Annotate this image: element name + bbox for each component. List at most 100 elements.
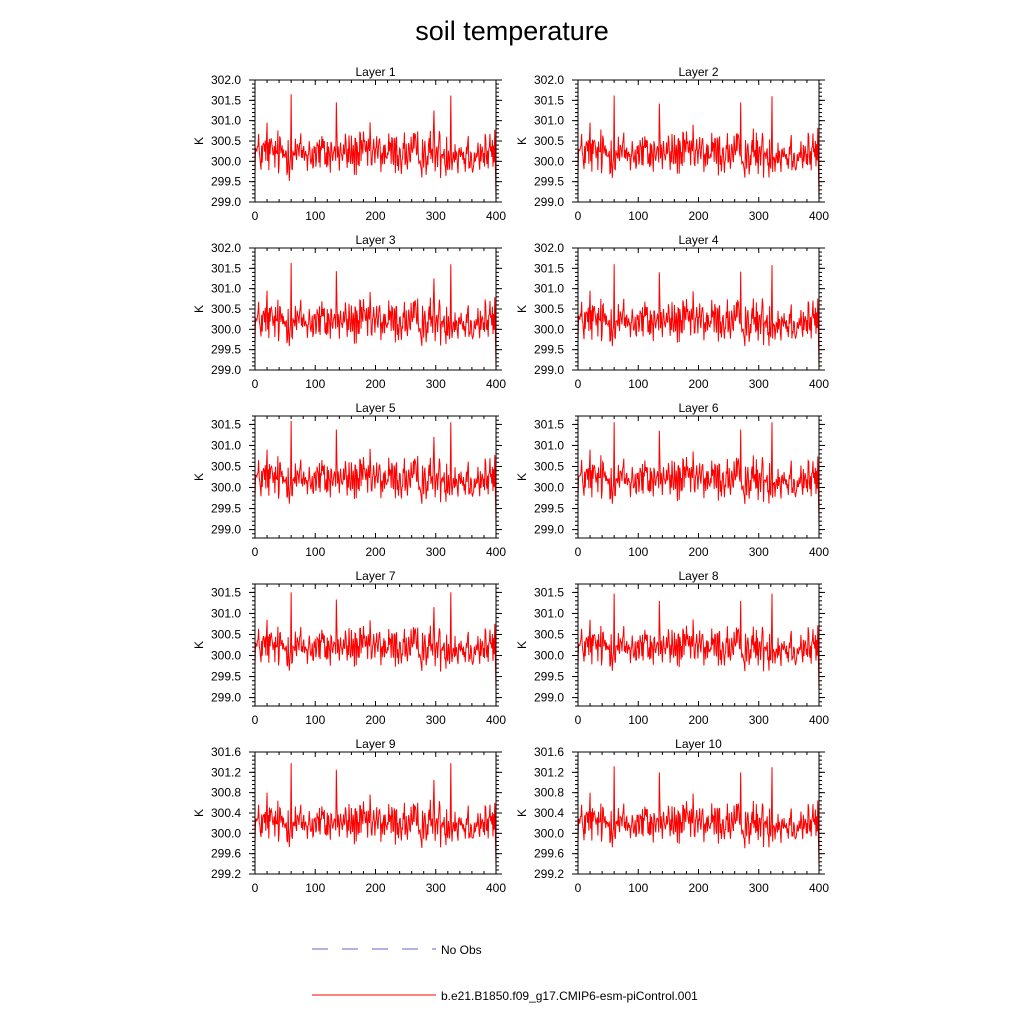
y-tick-label: 301.5 (211, 93, 241, 107)
y-tick-label: 301.5 (534, 585, 564, 599)
y-tick-label: 301.0 (534, 114, 564, 128)
x-tick-label: 400 (486, 545, 506, 559)
panel-7: Layer 7 K 0 100 200 300 400 301.5 301.0 300.5 300.… (192, 569, 506, 727)
y-tick-label: 300.0 (534, 826, 564, 840)
legend-label: No Obs (441, 943, 482, 957)
x-tick-label: 400 (809, 713, 829, 727)
x-tick-label: 300 (426, 545, 446, 559)
x-tick-label: 100 (305, 209, 325, 223)
y-tick-label: 301.0 (534, 606, 564, 620)
panel-4: Layer 4 K 0 100 200 300 400 302.0 301.5 301.0 300.… (515, 233, 829, 391)
x-tick-label: 0 (252, 713, 259, 727)
panel-title: Layer 6 (678, 401, 718, 415)
panel-9: Layer 9 K 0 100 200 300 400 301.6 301.2 300.8 300.… (192, 737, 506, 895)
chart-title: soil temperature (415, 16, 609, 46)
series-line (577, 264, 820, 368)
y-tick-label: 300.4 (211, 806, 241, 820)
y-tick-label: 299.5 (534, 343, 564, 357)
series-line (577, 766, 820, 867)
y-tick-label: 301.2 (211, 765, 241, 779)
y-tick-label: 300.0 (211, 826, 241, 840)
x-tick-label: 0 (575, 377, 582, 391)
y-axis-label: K (192, 641, 206, 649)
panel-6: Layer 6 K 0 100 200 300 400 301.5 301.0 300.5 300.… (515, 401, 829, 559)
x-tick-label: 400 (486, 881, 506, 895)
y-tick-label: 299.0 (211, 195, 241, 209)
y-tick-label: 301.0 (211, 438, 241, 452)
series-line (577, 95, 820, 200)
y-tick-label: 301.5 (211, 261, 241, 275)
y-tick-label: 301.0 (534, 438, 564, 452)
x-tick-label: 300 (749, 881, 769, 895)
y-tick-label: 302.0 (211, 241, 241, 255)
panel-title: Layer 8 (678, 569, 718, 583)
x-tick-label: 200 (688, 209, 708, 223)
y-tick-label: 299.0 (211, 523, 241, 537)
series-line (254, 94, 497, 200)
y-tick-label: 299.0 (534, 691, 564, 705)
legend: No Obs b.e21.B1850.f09_g17.CMIP6-esm-piCo… (312, 943, 698, 1003)
x-tick-label: 100 (305, 881, 325, 895)
x-tick-label: 0 (575, 881, 582, 895)
x-tick-label: 300 (426, 377, 446, 391)
y-tick-label: 300.5 (211, 302, 241, 316)
legend-entry-no-obs: No Obs (312, 943, 482, 957)
y-axis-label: K (515, 641, 529, 649)
y-tick-label: 300.8 (211, 786, 241, 800)
legend-label: b.e21.B1850.f09_g17.CMIP6-esm-piControl.… (441, 989, 698, 1003)
panel-title: Layer 1 (355, 65, 395, 79)
y-tick-label: 299.0 (534, 363, 564, 377)
panels-group: Layer 1 K 0 100 200 300 400 302.0 301.5 301.0 300.… (192, 65, 829, 895)
x-tick-label: 200 (365, 881, 385, 895)
panel-10: Layer 10 K 0 100 200 300 400 301.6 301.2 300.8 300… (515, 737, 829, 895)
x-tick-label: 0 (252, 209, 259, 223)
series-line (254, 421, 497, 526)
panel-title: Layer 5 (355, 401, 395, 415)
y-tick-label: 299.5 (211, 670, 241, 684)
y-tick-label: 299.0 (211, 363, 241, 377)
panel-5: Layer 5 K 0 100 200 300 400 301.5 301.0 300.5 300.… (192, 401, 506, 559)
x-tick-label: 200 (365, 377, 385, 391)
y-tick-label: 299.5 (534, 502, 564, 516)
y-tick-label: 301.2 (534, 765, 564, 779)
y-tick-label: 300.8 (534, 786, 564, 800)
y-tick-label: 301.5 (534, 93, 564, 107)
series-line (577, 593, 820, 692)
y-tick-label: 299.5 (211, 502, 241, 516)
legend-entry-model: b.e21.B1850.f09_g17.CMIP6-esm-piControl.… (312, 989, 698, 1003)
x-tick-label: 200 (688, 881, 708, 895)
x-tick-label: 300 (749, 713, 769, 727)
y-axis-label: K (515, 137, 529, 145)
y-axis-label: K (192, 305, 206, 313)
x-tick-label: 300 (749, 377, 769, 391)
y-tick-label: 300.0 (534, 322, 564, 336)
x-tick-label: 400 (486, 377, 506, 391)
y-axis-label: K (515, 809, 529, 817)
x-tick-label: 300 (426, 881, 446, 895)
x-tick-label: 400 (486, 713, 506, 727)
y-tick-label: 301.0 (211, 114, 241, 128)
y-tick-label: 300.5 (534, 459, 564, 473)
x-tick-label: 400 (809, 209, 829, 223)
y-axis-label: K (515, 305, 529, 313)
x-tick-label: 200 (365, 713, 385, 727)
y-tick-label: 299.0 (534, 523, 564, 537)
y-tick-label: 299.2 (211, 867, 241, 881)
y-tick-label: 299.5 (211, 175, 241, 189)
x-tick-label: 100 (628, 713, 648, 727)
y-tick-label: 300.0 (534, 154, 564, 168)
x-tick-label: 100 (628, 209, 648, 223)
y-axis-label: K (192, 809, 206, 817)
y-tick-label: 300.0 (211, 649, 241, 663)
y-tick-label: 302.0 (534, 241, 564, 255)
y-tick-label: 301.6 (534, 745, 564, 759)
y-tick-label: 299.0 (211, 691, 241, 705)
panel-1: Layer 1 K 0 100 200 300 400 302.0 301.5 301.0 300.… (192, 65, 506, 223)
x-tick-label: 200 (688, 713, 708, 727)
x-tick-label: 300 (426, 209, 446, 223)
panel-title: Layer 3 (355, 233, 395, 247)
y-tick-label: 302.0 (211, 73, 241, 87)
y-tick-label: 299.5 (211, 343, 241, 357)
x-tick-label: 400 (809, 545, 829, 559)
y-axis-label: K (515, 473, 529, 481)
